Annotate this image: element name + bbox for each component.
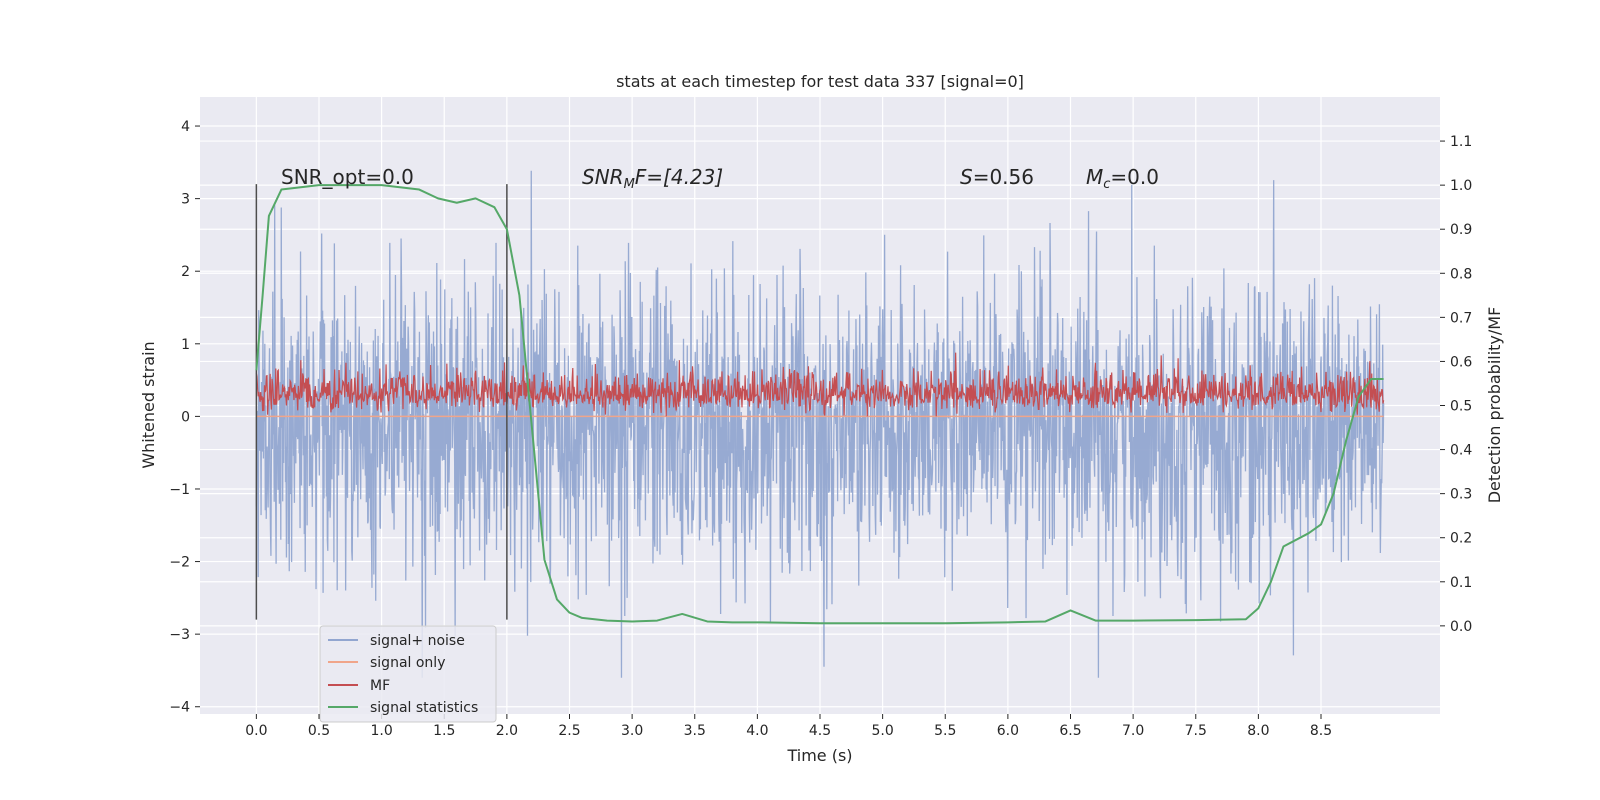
x-tick-label: 4.5 [809, 723, 831, 739]
x-tick-label: 2.0 [496, 723, 518, 739]
x-tick-label: 0.0 [245, 723, 267, 739]
y-tick-label: 3 [181, 192, 190, 208]
x-tick-label: 7.5 [1185, 723, 1207, 739]
chart-title: stats at each timestep for test data 337… [616, 72, 1024, 91]
y-tick-label: −1 [169, 482, 190, 498]
mc-name: M [1086, 165, 1103, 189]
legend-label-noise: signal+ noise [370, 633, 465, 649]
window-markers [255, 184, 508, 620]
x-axis-title: Time (s) [786, 746, 852, 765]
mf-line [255, 352, 1385, 417]
y2-axis-title: Detection probability/MF [1485, 307, 1504, 504]
y2-tick-label: 0.6 [1450, 354, 1472, 370]
y2-tick-label: 0.5 [1450, 399, 1472, 415]
y2-axis-ticks: 1.1 1.0 0.9 0.8 0.7 0.6 0.5 0.4 0.3 0.2 0.1 0.0 [1440, 134, 1472, 635]
snr-mf-base: SNR [582, 165, 624, 189]
x-tick-label: 6.5 [1059, 723, 1081, 739]
x-tick-label: 3.0 [621, 723, 643, 739]
annotation-mc: Mc=0.0 [1086, 165, 1159, 192]
y-tick-label: 1 [181, 337, 190, 353]
s-name: S [960, 165, 973, 189]
x-tick-label: 2.5 [558, 723, 580, 739]
x-tick-label: 6.0 [997, 723, 1019, 739]
y2-tick-label: 1.1 [1450, 134, 1472, 150]
legend-label-statistics: signal statistics [370, 700, 478, 716]
signal-noise-line [255, 170, 1385, 678]
legend-box [319, 625, 497, 723]
x-axis-ticks: 0.0 0.5 1.0 1.5 2.0 2.5 3.0 3.5 4.0 4.5 5.0 5.5 6.0 6… [245, 714, 1332, 739]
y2-tick-label: 0.9 [1450, 222, 1472, 238]
x-tick-label: 8.5 [1310, 723, 1332, 739]
s-value: =0.56 [973, 165, 1034, 189]
y2-tick-label: 0.2 [1450, 531, 1472, 547]
legend-label-signal-only: signal only [370, 655, 445, 671]
y-axis-ticks: 4 3 2 1 0 −1 −2 −3 −4 [169, 119, 200, 716]
annotation-s: S=0.56 [960, 165, 1034, 189]
mf-series [255, 352, 1385, 417]
y-tick-label: 2 [181, 264, 190, 280]
mc-sub: c [1103, 177, 1110, 192]
legend-label-mf: MF [370, 678, 390, 694]
y2-tick-label: 0.3 [1450, 487, 1472, 503]
x-tick-label: 4.0 [746, 723, 768, 739]
x-tick-label: 0.5 [308, 723, 330, 739]
y-tick-label: 4 [181, 119, 190, 135]
x-tick-label: 3.5 [684, 723, 706, 739]
y-tick-label: −3 [169, 627, 190, 643]
x-tick-label: 7.0 [1122, 723, 1144, 739]
y2-tick-label: 0.1 [1450, 575, 1472, 591]
annotation-snr-opt: SNR_opt=0.0 [281, 165, 414, 189]
signal-statistics-series [255, 184, 1384, 625]
y-tick-label: −2 [169, 555, 190, 571]
y-axis-title: Whitened strain [139, 341, 158, 468]
x-tick-label: 5.5 [934, 723, 956, 739]
x-tick-label: 8.0 [1247, 723, 1269, 739]
y2-tick-label: 0.4 [1450, 443, 1472, 459]
annotation-snr-mf: SNRMF=[4.23] [582, 165, 723, 192]
mc-value: =0.0 [1110, 165, 1159, 189]
y2-tick-label: 0.0 [1450, 619, 1472, 635]
snr-mf-sub: M [624, 177, 635, 192]
signal-noise-series [255, 170, 1385, 678]
x-tick-label: 5.0 [871, 723, 893, 739]
y2-tick-label: 0.8 [1450, 266, 1472, 282]
x-tick-label: 1.5 [433, 723, 455, 739]
y2-tick-label: 0.7 [1450, 310, 1472, 326]
y2-tick-label: 1.0 [1450, 178, 1472, 194]
snr-mf-rest-f: F=[4.23] [635, 165, 723, 189]
y-tick-label: 0 [181, 409, 190, 425]
x-tick-label: 1.0 [370, 723, 392, 739]
signal-statistics-line [255, 184, 1384, 625]
legend: signal+ noise signal only MF signal stat… [319, 625, 497, 723]
y-tick-label: −4 [169, 700, 190, 716]
